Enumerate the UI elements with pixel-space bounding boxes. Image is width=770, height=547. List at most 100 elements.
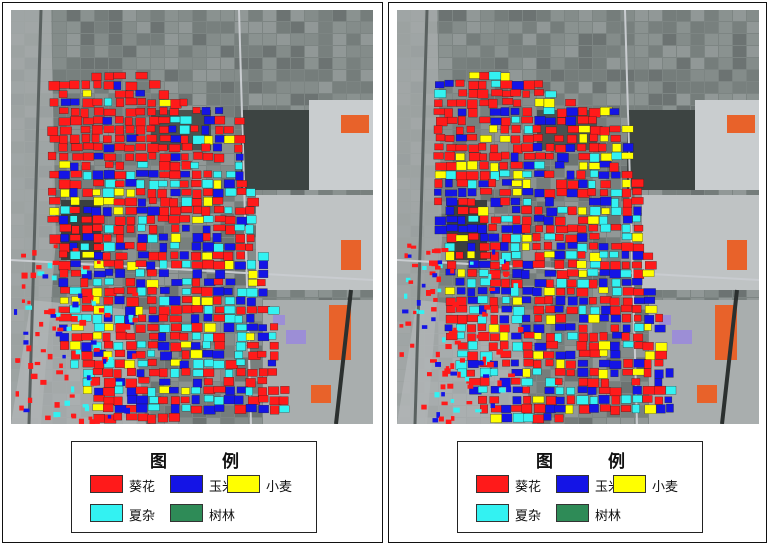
texture-cell bbox=[137, 58, 150, 69]
field-maize bbox=[511, 81, 524, 90]
field-sunflower bbox=[180, 135, 189, 144]
field-summer-misc bbox=[501, 252, 512, 262]
texture-cell bbox=[249, 250, 262, 261]
field-sunflower bbox=[480, 171, 490, 181]
texture-cell bbox=[593, 94, 606, 105]
field-maize bbox=[246, 313, 255, 323]
texture-cell bbox=[677, 70, 690, 81]
field-summer-misc bbox=[512, 306, 525, 316]
field-sunflower bbox=[533, 360, 542, 369]
field-wheat bbox=[192, 296, 201, 306]
field-wheat bbox=[92, 189, 101, 196]
field-sunflower bbox=[588, 224, 598, 232]
field-maize bbox=[534, 279, 547, 287]
texture-cell bbox=[677, 34, 690, 45]
field-maize bbox=[104, 268, 114, 276]
field-sunflower bbox=[510, 135, 521, 144]
field-sunflower bbox=[455, 171, 468, 181]
texture-cell bbox=[537, 358, 550, 369]
field-summer-misc bbox=[159, 260, 168, 269]
field-sunflower bbox=[54, 402, 60, 408]
texture-cell bbox=[593, 190, 606, 201]
texture-cell bbox=[453, 82, 466, 93]
field-summer-misc bbox=[470, 261, 474, 265]
field-maize bbox=[201, 107, 211, 116]
orange-roof bbox=[727, 240, 747, 270]
field-maize bbox=[170, 404, 180, 414]
field-wheat bbox=[213, 179, 222, 190]
field-wheat bbox=[467, 251, 475, 259]
texture-cell bbox=[691, 46, 704, 57]
field-sunflower bbox=[136, 135, 146, 142]
field-wheat bbox=[445, 287, 455, 295]
texture-cell bbox=[81, 70, 94, 81]
texture-cell bbox=[537, 34, 550, 45]
field-wheat bbox=[457, 268, 466, 278]
field-summer-misc bbox=[510, 234, 521, 243]
field-sunflower bbox=[278, 396, 289, 405]
field-maize bbox=[212, 233, 222, 243]
texture-cell bbox=[439, 10, 452, 21]
field-summer-misc bbox=[246, 260, 256, 270]
field-wheat bbox=[135, 306, 143, 316]
texture-cell bbox=[649, 22, 662, 33]
texture-cell bbox=[319, 46, 332, 57]
texture-cell bbox=[621, 46, 634, 57]
texture-cell bbox=[705, 82, 718, 93]
field-sunflower bbox=[21, 284, 26, 289]
texture-cell bbox=[481, 142, 494, 153]
texture-cell bbox=[291, 70, 304, 81]
field-sunflower bbox=[522, 341, 533, 350]
field-sunflower bbox=[577, 225, 587, 233]
texture-cell bbox=[53, 286, 66, 297]
field-sunflower bbox=[609, 387, 622, 397]
field-sunflower bbox=[434, 179, 443, 188]
field-sunflower bbox=[468, 152, 481, 161]
texture-cell bbox=[691, 94, 704, 105]
field-maize bbox=[644, 315, 655, 325]
field-sunflower bbox=[103, 108, 116, 116]
field-sunflower bbox=[92, 125, 103, 135]
field-maize bbox=[223, 288, 233, 295]
texture-cell bbox=[207, 10, 220, 21]
texture-cell bbox=[361, 94, 373, 105]
texture-cell bbox=[523, 118, 536, 129]
texture-cell bbox=[235, 46, 248, 57]
field-maize bbox=[60, 233, 69, 242]
field-sunflower bbox=[456, 179, 469, 187]
field-sunflower bbox=[126, 413, 138, 421]
texture-cell bbox=[635, 70, 648, 81]
field-sunflower bbox=[158, 116, 170, 124]
texture-cell bbox=[523, 94, 536, 105]
field-wheat bbox=[479, 135, 492, 143]
field-sunflower bbox=[40, 379, 47, 385]
field-summer-misc bbox=[224, 305, 236, 314]
field-sunflower bbox=[588, 342, 601, 351]
field-sunflower bbox=[578, 107, 588, 116]
field-sunflower bbox=[598, 143, 607, 152]
field-summer-misc bbox=[532, 368, 542, 376]
texture-cell bbox=[705, 94, 718, 105]
field-summer-misc bbox=[566, 387, 575, 395]
field-sunflower bbox=[234, 144, 243, 153]
field-sunflower bbox=[49, 234, 61, 244]
field-sunflower bbox=[181, 350, 190, 360]
texture-cell bbox=[551, 82, 564, 93]
field-maize bbox=[224, 179, 235, 189]
field-summer-misc bbox=[405, 277, 411, 283]
texture-cell bbox=[221, 106, 234, 117]
field-wheat bbox=[456, 161, 467, 171]
texture-cell bbox=[495, 46, 508, 57]
field-sunflower bbox=[600, 261, 610, 270]
field-sunflower bbox=[620, 304, 632, 313]
texture-cell bbox=[439, 34, 452, 45]
texture-cell bbox=[109, 238, 122, 249]
field-sunflower bbox=[93, 233, 103, 243]
field-sunflower bbox=[589, 332, 598, 342]
texture-cell bbox=[207, 58, 220, 69]
field-maize bbox=[501, 225, 513, 233]
field-sunflower bbox=[621, 171, 633, 179]
texture-cell bbox=[221, 142, 234, 153]
field-sunflower bbox=[455, 251, 464, 259]
texture-cell bbox=[495, 10, 508, 21]
